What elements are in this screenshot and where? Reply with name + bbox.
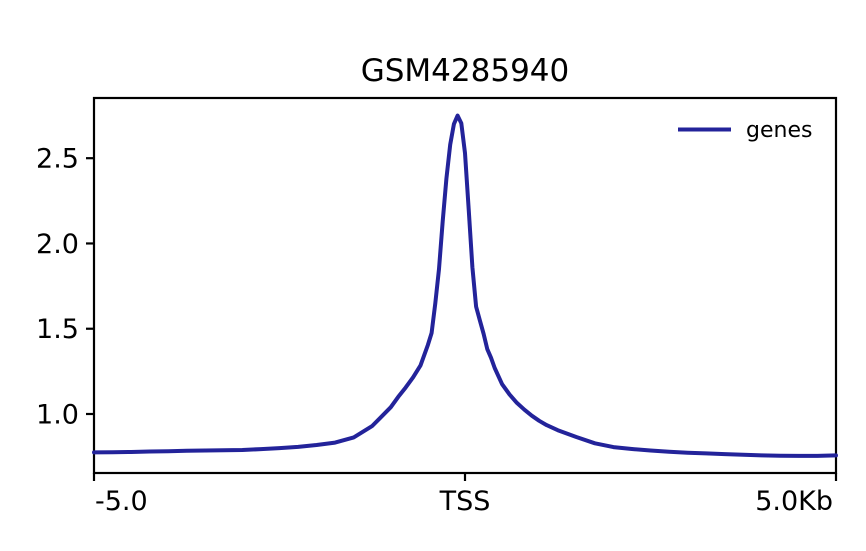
- x-tick-label: 5.0Kb: [755, 486, 833, 517]
- x-tick-label: TSS: [439, 486, 491, 517]
- plot-area: 1.0 1.5 2.0 2.5 -5.0 TSS 5.0Kb: [36, 96, 838, 517]
- legend: genes: [678, 118, 812, 143]
- chart-title: GSM4285940: [361, 53, 570, 89]
- y-tick-label: 2.0: [36, 229, 79, 260]
- legend-label: genes: [746, 118, 812, 143]
- y-tick-label: 1.0: [36, 399, 79, 430]
- y-tick-label: 2.5: [36, 144, 79, 175]
- y-tick-label: 1.5: [36, 314, 79, 345]
- profile-line-genes: [92, 113, 838, 458]
- x-tick-label: -5.0: [95, 486, 148, 517]
